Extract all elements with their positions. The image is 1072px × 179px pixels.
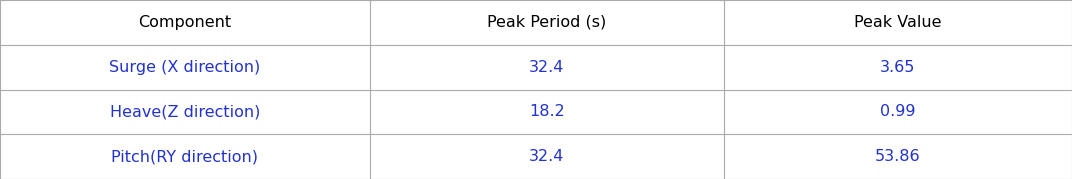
Text: Peak Value: Peak Value xyxy=(854,15,941,30)
Text: 32.4: 32.4 xyxy=(530,60,564,75)
Text: Surge (X direction): Surge (X direction) xyxy=(109,60,260,75)
Text: Peak Period (s): Peak Period (s) xyxy=(487,15,607,30)
Text: Pitch(RY direction): Pitch(RY direction) xyxy=(111,149,258,164)
Text: 53.86: 53.86 xyxy=(875,149,921,164)
Text: 3.65: 3.65 xyxy=(880,60,915,75)
Text: 18.2: 18.2 xyxy=(528,104,565,119)
Text: 32.4: 32.4 xyxy=(530,149,564,164)
Text: Component: Component xyxy=(138,15,232,30)
Text: 0.99: 0.99 xyxy=(880,104,915,119)
Text: Heave(Z direction): Heave(Z direction) xyxy=(109,104,260,119)
